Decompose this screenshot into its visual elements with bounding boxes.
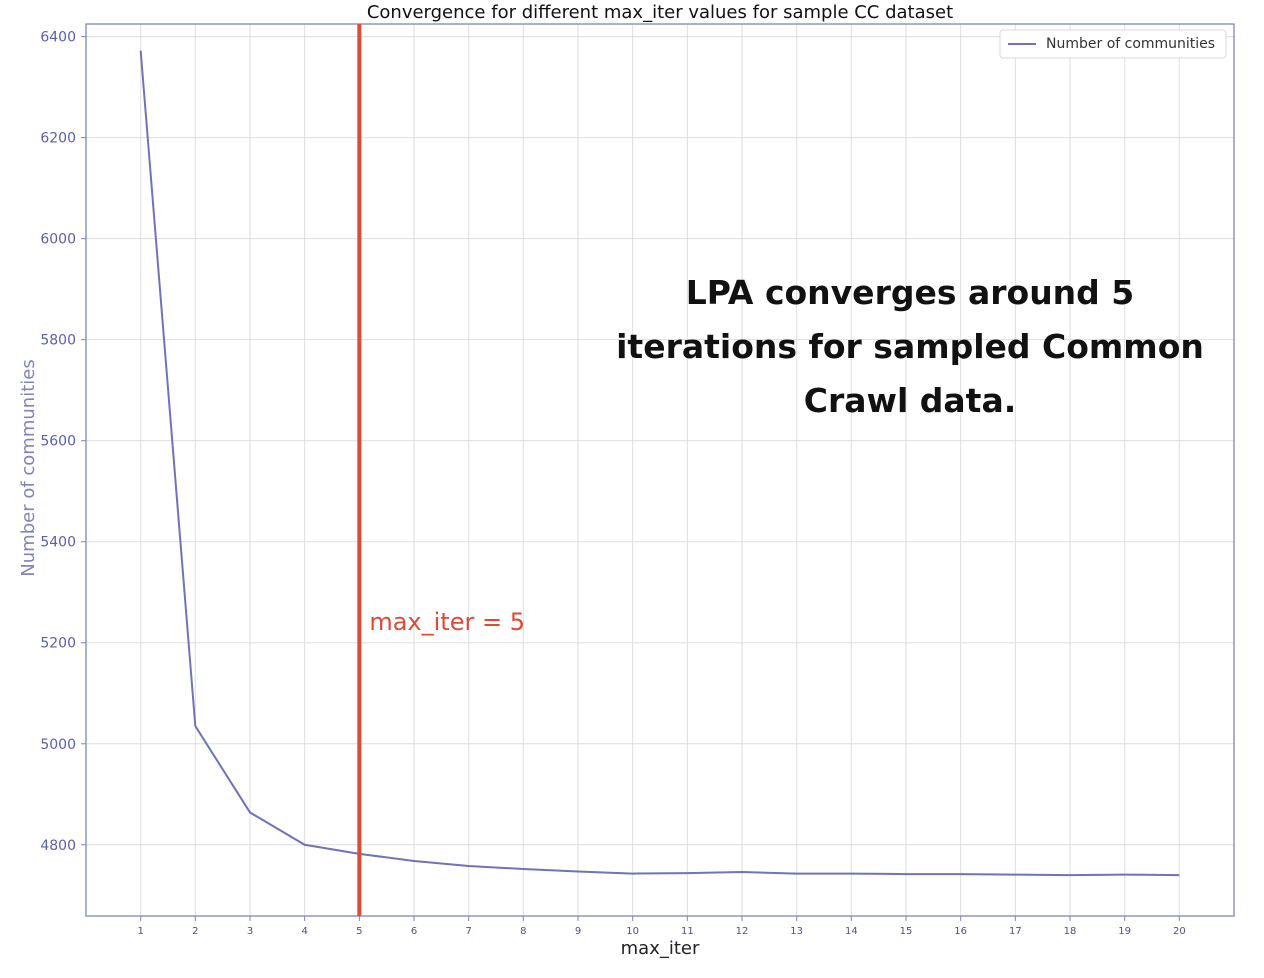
series-point xyxy=(1177,873,1182,878)
series-point xyxy=(1122,872,1127,877)
y-tick-label: 5000 xyxy=(40,737,76,753)
series-point xyxy=(521,867,526,872)
series-point xyxy=(849,871,854,876)
series-point xyxy=(248,810,253,815)
series-point xyxy=(740,870,745,875)
y-tick-label: 5200 xyxy=(40,636,76,652)
legend-label: Number of communities xyxy=(1046,36,1215,52)
x-tick-label: 9 xyxy=(575,926,581,937)
series-point xyxy=(576,869,581,874)
x-tick-label: 5 xyxy=(356,926,362,937)
x-tick-label: 10 xyxy=(626,926,639,937)
series-point xyxy=(1013,872,1018,877)
x-tick-label: 18 xyxy=(1064,926,1077,937)
x-tick-label: 3 xyxy=(247,926,253,937)
x-tick-label: 7 xyxy=(465,926,471,937)
x-tick-label: 17 xyxy=(1009,926,1022,937)
series-point xyxy=(193,724,198,729)
grid-layer xyxy=(85,23,1235,917)
x-tick-label: 8 xyxy=(520,926,526,937)
series-point xyxy=(412,858,417,863)
y-tick-label: 6400 xyxy=(40,30,76,46)
series-point xyxy=(685,871,690,876)
y-tick-label: 5800 xyxy=(40,333,76,349)
tick-layer: 1 2 3 4 5 6 7 8 9 10 11 12 13 14 15 16 17 18 19 20480050005… xyxy=(40,30,1185,937)
plot-frame xyxy=(85,23,1235,917)
x-tick-label: 13 xyxy=(790,926,803,937)
series-point xyxy=(958,872,963,877)
max-iter-marker-label: max_iter = 5 xyxy=(369,608,525,636)
x-tick-label: 1 xyxy=(137,926,143,937)
x-tick-label: 15 xyxy=(900,926,913,937)
legend-layer: Number of communities xyxy=(999,29,1227,59)
y-tick-label: 6000 xyxy=(40,232,76,248)
y-tick-label: 5400 xyxy=(40,535,76,551)
x-tick-label: 4 xyxy=(301,926,307,937)
series-point xyxy=(138,48,143,53)
annotation-layer: max_iter = 5 LPA converges around 5 iterat… xyxy=(357,24,1204,916)
callout-text-line: LPA converges around 5 xyxy=(686,273,1135,312)
x-tick-label: 20 xyxy=(1173,926,1186,937)
x-tick-label: 2 xyxy=(192,926,198,937)
series-point xyxy=(904,872,909,877)
x-tick-label: 16 xyxy=(954,926,967,937)
y-tick-label: 4800 xyxy=(40,838,76,854)
x-axis-label: max_iter xyxy=(621,938,700,959)
series-line-number-of-communities xyxy=(139,50,1180,877)
series-point xyxy=(1068,873,1073,878)
series-point xyxy=(794,871,799,876)
x-tick-label: 14 xyxy=(845,926,858,937)
x-tick-label: 11 xyxy=(681,926,694,937)
y-axis-label: Number of communities xyxy=(18,359,39,576)
legend-box xyxy=(999,29,1227,59)
x-tick-label: 6 xyxy=(411,926,417,937)
series-point xyxy=(466,863,471,868)
x-tick-label: 12 xyxy=(736,926,749,937)
x-tick-label: 19 xyxy=(1118,926,1131,937)
chart-title: Convergence for different max_iter value… xyxy=(367,2,953,23)
callout-text-line: Crawl data. xyxy=(804,381,1017,420)
series-point xyxy=(302,842,307,847)
callout-text-line: iterations for sampled Common xyxy=(616,327,1204,366)
y-tick-label: 5600 xyxy=(40,434,76,450)
series-point xyxy=(630,871,635,876)
plot-layer xyxy=(138,48,1182,878)
y-tick-label: 6200 xyxy=(40,131,76,147)
